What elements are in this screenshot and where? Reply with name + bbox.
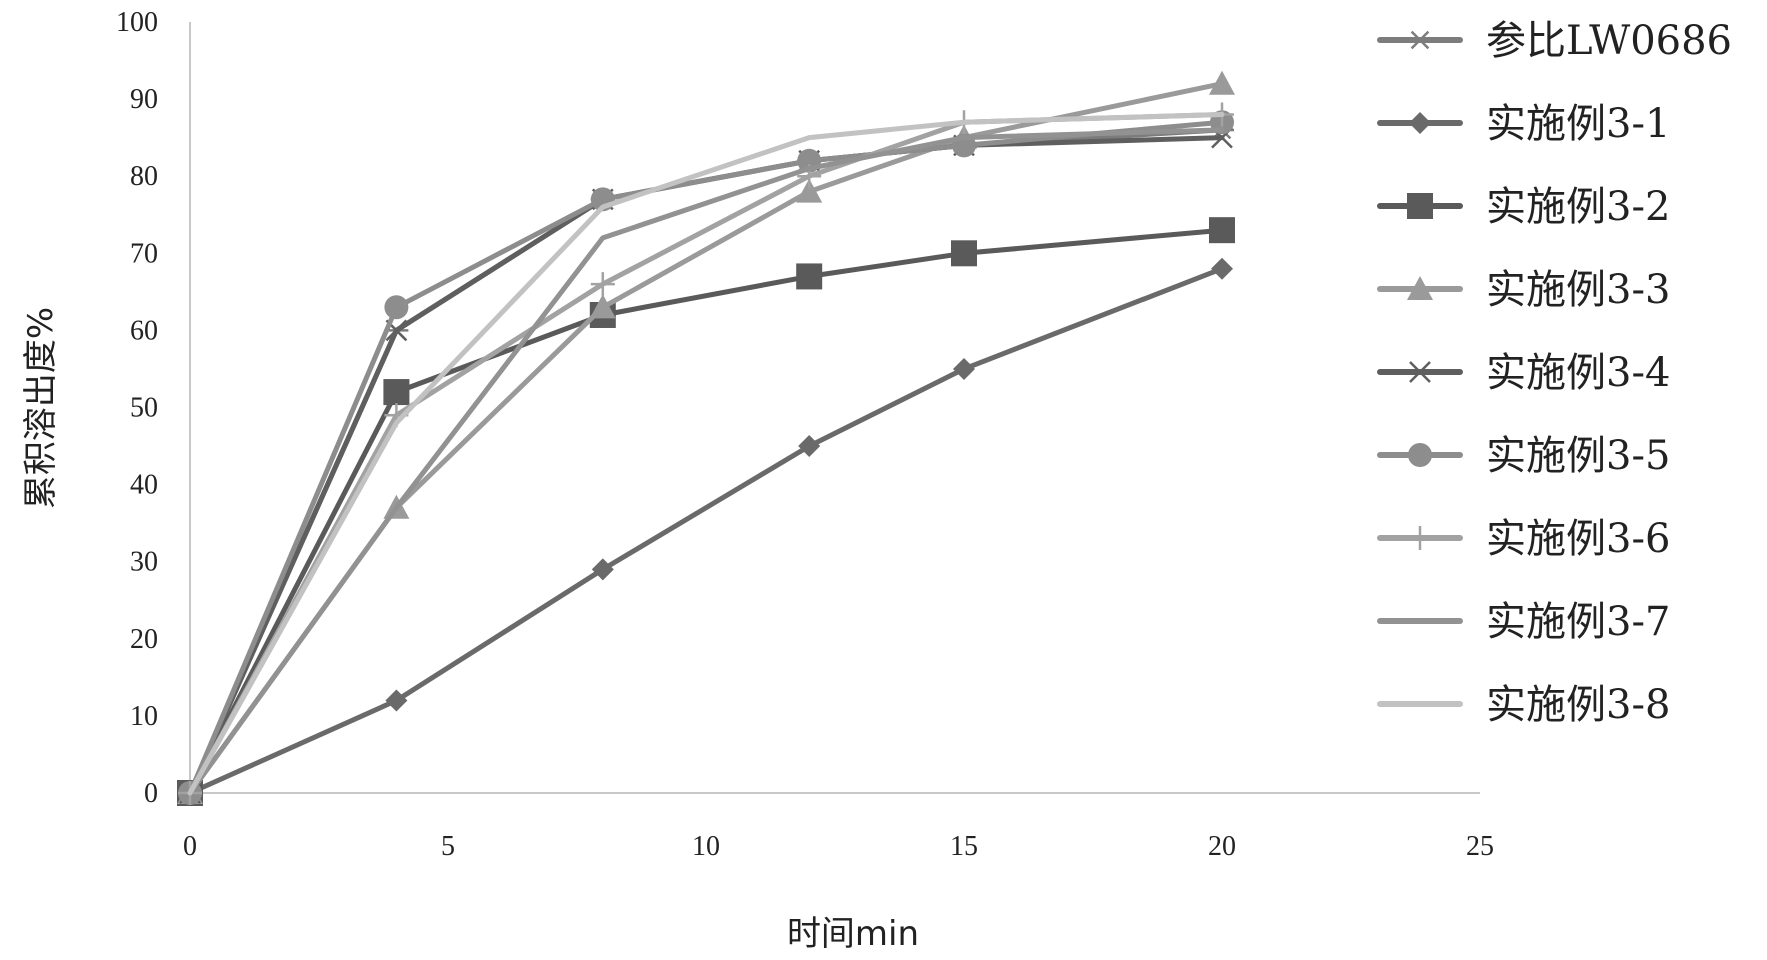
series-line (187, 119, 1225, 796)
legend-item: 实施例3-2 (1377, 184, 1670, 230)
legend-item: 实施例3-1 (1377, 101, 1670, 147)
legend-item: 实施例3-6 (1377, 516, 1670, 562)
legend-label: 实施例3-7 (1486, 599, 1670, 645)
y-tick-label: 10 (130, 701, 158, 732)
square-marker (1209, 217, 1235, 244)
square-marker (951, 240, 977, 267)
diamond-marker (953, 357, 975, 380)
series-line (187, 81, 1225, 796)
legend-item: 参比LW0686 (1377, 18, 1732, 64)
y-tick-label: 60 (130, 315, 158, 346)
legend-label: 实施例3-8 (1486, 682, 1670, 728)
series-group (187, 112, 1225, 796)
diamond-marker (591, 558, 614, 581)
legend-label: 参比LW0686 (1486, 18, 1732, 64)
diamond-marker (1409, 112, 1431, 134)
series-lines (177, 70, 1235, 806)
y-axis-title: 累积溶出度% (21, 307, 61, 509)
series-line (187, 112, 1225, 796)
triangle-marker (589, 294, 616, 319)
x-tick-labels: 0 5 10 15 20 25 (183, 831, 1494, 862)
triangle-marker (1407, 276, 1433, 301)
legend-label: 实施例3-4 (1486, 350, 1670, 396)
plus-marker (1408, 526, 1432, 550)
y-tick-label: 90 (130, 84, 158, 115)
plus-marker (590, 272, 615, 297)
y-tick-label: 50 (130, 393, 158, 424)
series-group (187, 127, 1225, 796)
y-tick-label: 20 (130, 624, 158, 655)
plot-axes (189, 22, 1480, 794)
diamond-marker (798, 435, 821, 458)
x-tick-label: 25 (1466, 831, 1494, 862)
x-axis-title: 时间min (787, 914, 919, 954)
y-tick-label: 100 (116, 7, 158, 38)
legend-item: 实施例3-3 (1377, 267, 1670, 313)
x-tick-label: 15 (950, 831, 978, 862)
asterisk-marker (1408, 30, 1432, 50)
series-group (177, 217, 1235, 806)
x-tick-label: 10 (692, 831, 720, 862)
legend-label: 实施例3-6 (1486, 516, 1670, 562)
y-tick-label: 80 (130, 161, 158, 192)
square-marker (383, 379, 410, 406)
y-tick-label: 40 (130, 470, 158, 501)
x-tick-label: 5 (441, 831, 455, 862)
square-marker (1407, 193, 1433, 219)
series-line (187, 227, 1225, 796)
triangle-marker (796, 178, 823, 203)
y-tick-label: 30 (130, 547, 158, 578)
y-tick-labels: 0 10 20 30 40 50 60 70 80 90 100 (116, 7, 158, 809)
y-tick-label: 0 (144, 778, 158, 809)
legend-label: 实施例3-1 (1486, 101, 1670, 147)
series-line (187, 112, 1225, 796)
diamond-marker (385, 689, 408, 712)
diamond-marker (1211, 257, 1233, 280)
legend: 参比LW0686 实施例3-1 实施例3-2 实施例3-3 实施例3-4 实施例3-5 实施… (1377, 18, 1732, 728)
legend-item: 实施例3-5 (1377, 433, 1670, 479)
legend-item: 实施例3-7 (1377, 599, 1670, 645)
circle-marker (384, 295, 409, 320)
x-tick-label: 0 (183, 831, 197, 862)
square-marker (796, 263, 823, 290)
series-line (187, 135, 1225, 796)
series-line (187, 127, 1225, 796)
y-tick-label: 70 (130, 238, 158, 269)
legend-item: 实施例3-8 (1377, 682, 1670, 728)
triangle-marker (1209, 70, 1235, 95)
legend-label: 实施例3-2 (1486, 184, 1670, 230)
series-line (187, 266, 1225, 796)
x-marker (1409, 361, 1431, 383)
legend-label: 实施例3-5 (1486, 433, 1670, 479)
circle-marker (1408, 443, 1432, 467)
series-group (178, 110, 1234, 805)
legend-item: 实施例3-4 (1377, 350, 1670, 396)
legend-label: 实施例3-3 (1486, 267, 1670, 313)
x-tick-label: 20 (1208, 831, 1236, 862)
